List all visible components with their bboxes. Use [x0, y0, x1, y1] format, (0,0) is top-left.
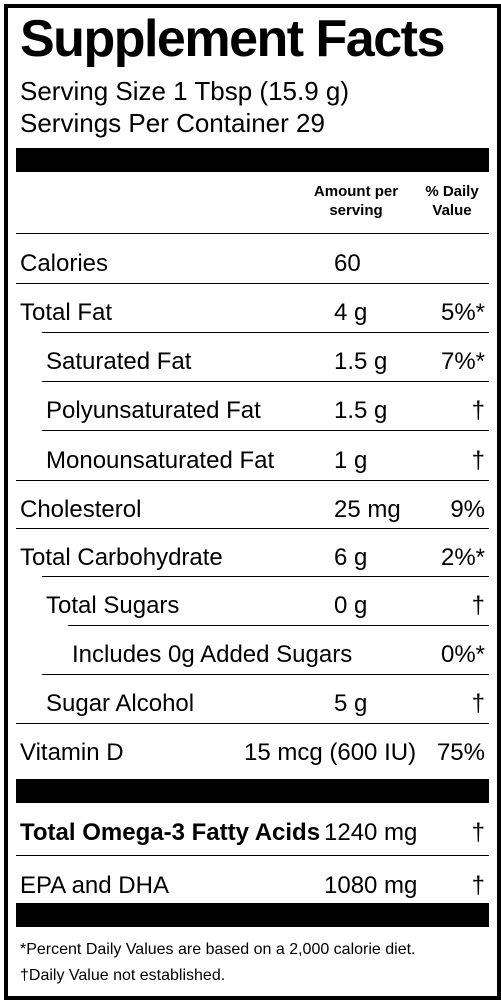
row-rule — [16, 723, 489, 724]
row-daily-value: 9% — [450, 496, 485, 523]
row-rule — [68, 625, 489, 626]
row-daily-value: 0%* — [440, 641, 485, 668]
row-amount: 5 g — [334, 690, 368, 717]
amount-per-serving-header: Amount per serving — [313, 183, 399, 219]
row-amount: 0 g — [334, 592, 368, 619]
row-label: Total Fat — [20, 299, 113, 326]
omega-daily-value: † — [471, 819, 485, 846]
row-amount: 1.5 g — [334, 397, 388, 424]
omega-amount: 1080 mg — [324, 872, 418, 899]
row-daily-value: 75% — [436, 739, 485, 766]
epa-dha-label: EPA and DHA — [20, 872, 169, 899]
row-rule — [16, 283, 489, 284]
thick-divider-top — [16, 148, 489, 172]
omega-daily-value: † — [471, 872, 485, 899]
row-amount: 60 — [334, 250, 361, 277]
daily-value-header: % Daily Value — [425, 183, 479, 219]
row-rule — [16, 528, 489, 529]
footnote-dv-not-established: †Daily Value not established. — [20, 967, 226, 984]
row-daily-value: 2%* — [440, 544, 485, 571]
row-rule — [42, 381, 489, 382]
serving-size: Serving Size 1 Tbsp (15.9 g) — [20, 76, 350, 106]
row-amount: 1 g — [334, 447, 368, 474]
row-label: Saturated Fat — [46, 348, 192, 375]
row-label: Total Sugars — [46, 592, 180, 619]
row-daily-value: 7%* — [440, 348, 485, 375]
row-label: Calories — [20, 250, 109, 277]
row-rule — [42, 332, 489, 333]
row-daily-value: † — [471, 397, 485, 424]
thick-divider-bottom — [16, 903, 489, 927]
row-daily-value: † — [471, 447, 485, 474]
row-daily-value: † — [471, 690, 485, 717]
servings-per-container: Servings Per Container 29 — [20, 108, 325, 138]
row-rule — [42, 674, 489, 675]
row-label: Includes 0g Added Sugars — [72, 641, 353, 668]
header-rule — [16, 233, 489, 234]
thick-divider-middle — [16, 779, 489, 803]
row-label: Sugar Alcohol — [46, 690, 195, 717]
row-rule — [42, 430, 489, 431]
row-label: Monounsaturated Fat — [46, 447, 275, 474]
panel-title: Supplement Facts — [20, 10, 445, 68]
footnote-percent-dv: *Percent Daily Values are based on a 2,0… — [20, 941, 416, 958]
row-label: Polyunsaturated Fat — [46, 397, 261, 424]
row-amount: 15 mcg (600 IU) — [244, 739, 417, 766]
row-daily-value: † — [471, 592, 485, 619]
row-daily-value: 5%* — [440, 299, 485, 326]
supplement-facts-panel: Supplement Facts Serving Size 1 Tbsp (15… — [4, 4, 501, 1000]
row-amount: 1.5 g — [334, 348, 388, 375]
omega-amount: 1240 mg — [324, 819, 418, 846]
row-label: Total Carbohydrate — [20, 544, 223, 571]
row-label: Cholesterol — [20, 496, 142, 523]
omega-3-label: Total Omega-3 Fatty Acids — [20, 819, 321, 846]
row-label: Vitamin D — [20, 739, 124, 766]
row-rule — [16, 480, 489, 481]
row-amount: 25 mg — [334, 496, 401, 523]
row-amount: 6 g — [334, 544, 368, 571]
omega-rule — [16, 855, 489, 856]
row-amount: 4 g — [334, 299, 368, 326]
row-rule — [42, 576, 489, 577]
